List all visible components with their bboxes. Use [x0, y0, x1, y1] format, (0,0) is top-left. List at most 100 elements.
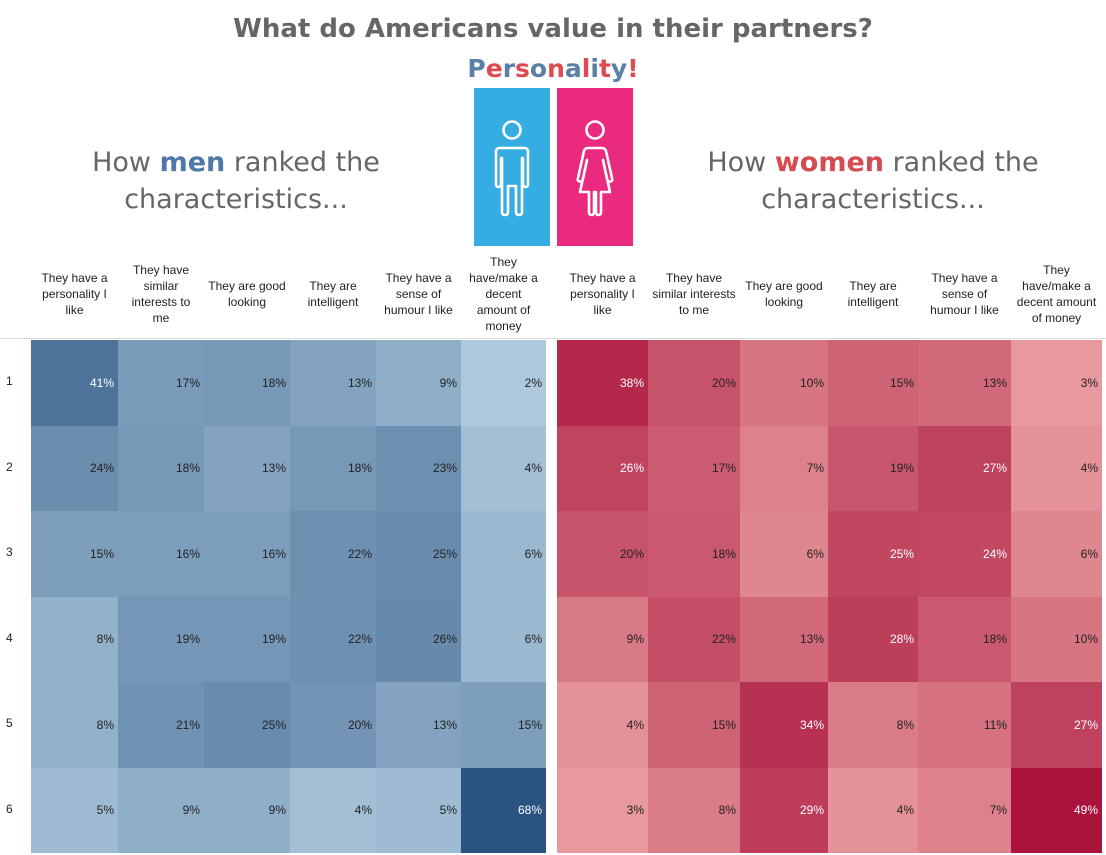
men-cell-label: 18%: [261, 375, 286, 390]
women-heatmap-cell: 20%: [557, 511, 648, 597]
women-cell-label: 28%: [889, 632, 914, 647]
men-cell-label: 21%: [175, 717, 200, 732]
woman-icon: [557, 88, 633, 246]
row-label: 6: [6, 801, 13, 816]
men-cell-label: 26%: [432, 632, 457, 647]
women-column-header: They have similar interests to me: [652, 271, 736, 317]
men-heatmap-cell: 17%: [118, 340, 204, 426]
men-heatmap-cell: 8%: [31, 682, 118, 768]
men-cell-label: 18%: [347, 461, 372, 476]
men-column-header: They have a personality I like: [41, 271, 108, 317]
women-heatmap-cell: 18%: [648, 511, 740, 597]
men-cell-label: 16%: [175, 546, 200, 561]
women-cell-label: 13%: [799, 632, 824, 647]
women-cell-label: 7%: [806, 461, 824, 476]
men-cell-label: 20%: [347, 717, 372, 732]
men-heatmap-cell: 23%: [376, 425, 461, 511]
men-heatmap-cell: 18%: [118, 425, 204, 511]
women-cell-label: 15%: [889, 375, 914, 390]
men-heatmap-cell: 8%: [31, 596, 118, 682]
women-cell-label: 8%: [718, 803, 736, 818]
men-cell-label: 13%: [261, 461, 286, 476]
men-heatmap-cell: 26%: [376, 596, 461, 682]
women-heatmap-cell: 25%: [828, 511, 918, 597]
men-cell-label: 13%: [432, 717, 457, 732]
men-heatmap-cell: 19%: [204, 596, 290, 682]
women-heatmap-cell: 6%: [1011, 511, 1102, 597]
women-cell-label: 27%: [982, 461, 1007, 476]
women-cell-label: 8%: [896, 717, 914, 732]
women-column-header: They are good looking: [745, 279, 823, 309]
men-heatmap-cell: 25%: [204, 682, 290, 768]
women-heatmap-cell: 19%: [828, 425, 918, 511]
women-heatmap-cell: 20%: [648, 340, 740, 426]
men-heatmap-cell: 6%: [461, 511, 546, 597]
man-icon: [474, 88, 550, 246]
men-heatmap-cell: 19%: [118, 596, 204, 682]
row-label: 2: [6, 459, 13, 474]
women-heatmap-cell: 29%: [740, 767, 828, 853]
men-heatmap-cell: 68%: [461, 767, 546, 853]
women-heatmap-cell: 3%: [1011, 340, 1102, 426]
men-heatmap-cell: 21%: [118, 682, 204, 768]
women-heatmap-cell: 8%: [648, 767, 740, 853]
women-heatmap-cell: 4%: [557, 682, 648, 768]
subtitle-letter: r: [502, 54, 516, 83]
men-column-header: They are intelligent: [307, 279, 359, 309]
men-heatmap-cell: 20%: [290, 682, 376, 768]
women-heatmap-cell: 13%: [740, 596, 828, 682]
women-heatmap-cell: 18%: [918, 596, 1011, 682]
women-heatmap-cell: 8%: [828, 682, 918, 768]
men-heatmap-cell: 18%: [290, 425, 376, 511]
women-column-header: They have/make a decent amount of money: [1016, 263, 1097, 325]
women-heatmap-cell: 28%: [828, 596, 918, 682]
women-heading-pre: How: [707, 147, 775, 178]
men-cell-label: 6%: [524, 632, 542, 647]
men-column-header: They have a sense of humour I like: [384, 271, 453, 317]
women-heading-highlight: women: [774, 147, 884, 178]
women-cell-label: 7%: [989, 803, 1007, 818]
women-heatmap-cell: 11%: [918, 682, 1011, 768]
men-heatmap-cell: 18%: [204, 340, 290, 426]
men-cell-label: 6%: [524, 546, 542, 561]
men-heatmap-cell: 16%: [204, 511, 290, 597]
men-cell-label: 22%: [347, 546, 372, 561]
men-cell-label: 18%: [175, 461, 200, 476]
subtitle-letter: i: [590, 54, 599, 83]
men-heatmap-cell: 9%: [118, 767, 204, 853]
women-heatmap-cell: 17%: [648, 425, 740, 511]
women-heatmap-cell: 27%: [918, 425, 1011, 511]
men-cell-label: 5%: [439, 803, 457, 818]
women-cell-label: 6%: [1080, 546, 1098, 561]
women-heatmap-cell: 4%: [828, 767, 918, 853]
women-cell-label: 3%: [626, 803, 644, 818]
row-label: 4: [6, 630, 13, 645]
women-heatmap-cell: 13%: [918, 340, 1011, 426]
women-cell-label: 4%: [896, 803, 914, 818]
men-heatmap-cell: 5%: [376, 767, 461, 853]
subtitle-letter: s: [515, 54, 530, 83]
women-cell-label: 27%: [1073, 717, 1098, 732]
men-cell-label: 17%: [175, 375, 200, 390]
men-heading-highlight: men: [159, 147, 226, 178]
row-label: 3: [6, 545, 13, 559]
men-column-header: They have similar interests to me: [131, 263, 191, 325]
women-cell-label: 4%: [1080, 461, 1098, 476]
women-heatmap-cell: 34%: [740, 682, 828, 768]
subtitle-letter: P: [467, 54, 486, 83]
men-heading: How men ranked the characteristics...: [46, 144, 426, 218]
men-cell-label: 25%: [432, 546, 457, 561]
women-heatmap-cell: 7%: [918, 767, 1011, 853]
women-heatmap-cell: 10%: [740, 340, 828, 426]
men-cell-label: 5%: [96, 803, 114, 818]
header-divider: [0, 338, 1106, 339]
women-cell-label: 25%: [889, 546, 914, 561]
women-cell-label: 15%: [711, 717, 736, 732]
women-cell-label: 11%: [983, 717, 1007, 732]
women-cell-label: 3%: [1080, 375, 1098, 390]
men-cell-label: 68%: [517, 803, 542, 818]
men-heatmap-cell: 25%: [376, 511, 461, 597]
men-cell-label: 9%: [268, 803, 286, 818]
women-heading-line2: characteristics...: [761, 184, 985, 215]
women-cell-label: 18%: [982, 632, 1007, 647]
